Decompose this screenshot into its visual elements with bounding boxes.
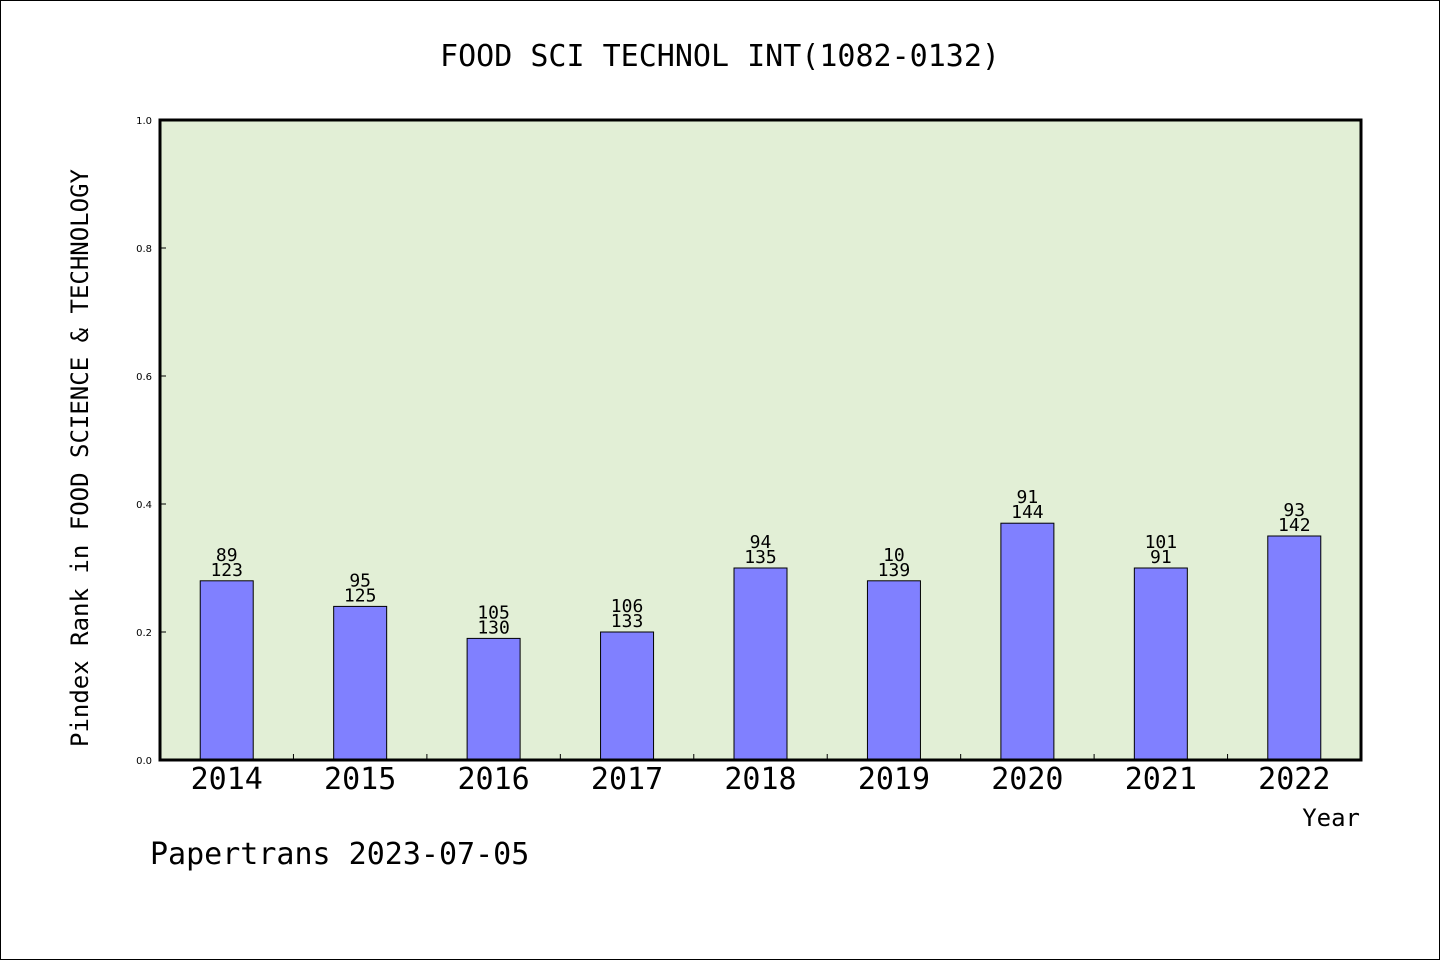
x-tick-label: 2018 (724, 762, 796, 797)
bar-2019 (866, 580, 921, 761)
data-label-top: 94 (750, 532, 772, 553)
y-tick-label: 0.2 (136, 628, 152, 639)
y-tick-label: 0.0 (136, 756, 152, 767)
plot-border (158, 118, 1363, 762)
bar-2022 (1267, 535, 1322, 761)
data-label-bottom: 135 (744, 547, 777, 568)
bar-2017 (600, 631, 655, 761)
bar-2014 (199, 580, 254, 761)
y-axis-label: Pindex Rank in FOOD SCIENCE & TECHNOLOGY (66, 168, 94, 747)
x-tick-label: 2020 (991, 762, 1063, 797)
x-tick-label: 2021 (1125, 762, 1197, 797)
data-label-bottom: 125 (344, 585, 377, 606)
data-label-bottom: 123 (210, 560, 243, 581)
x-tick-label: 2016 (457, 762, 529, 797)
y-tick-label: 0.6 (136, 372, 152, 383)
data-label-bottom: 130 (477, 617, 510, 638)
bar-2015 (333, 605, 388, 761)
data-label-bottom: 91 (1150, 547, 1172, 568)
x-axis-label: Year (1302, 804, 1360, 832)
data-label-top: 89 (216, 545, 238, 566)
data-label-bottom: 133 (611, 611, 644, 632)
data-label-top: 95 (349, 570, 371, 591)
y-tick-label: 1.0 (136, 116, 152, 127)
data-label-top: 106 (611, 596, 644, 617)
y-tick-label: 0.8 (136, 244, 152, 255)
data-label-bottom: 142 (1278, 515, 1311, 536)
footer-credit: Papertrans 2023-07-05 (150, 837, 529, 872)
bar-2018 (733, 567, 788, 761)
data-label-top: 91 (1017, 487, 1039, 508)
data-label-top: 101 (1145, 532, 1178, 553)
bar-2016 (466, 637, 521, 761)
x-tick-label: 2014 (191, 762, 263, 797)
data-label-top: 93 (1283, 500, 1305, 521)
data-label-top: 105 (477, 602, 510, 623)
x-tick-label: 2019 (858, 762, 930, 797)
bar-2020 (1000, 522, 1055, 761)
data-label-bottom: 139 (878, 560, 911, 581)
x-tick-label: 2017 (591, 762, 663, 797)
x-tick-label: 2022 (1258, 762, 1330, 797)
data-label-bottom: 144 (1011, 502, 1044, 523)
x-tick-label: 2015 (324, 762, 396, 797)
data-label-top: 10 (883, 545, 905, 566)
ticks-group: 0.0 0.2 0.4 0.6 0.8 1.0 2014 2015 2016 2017 2018 20… (136, 116, 1330, 797)
y-tick-label: 0.4 (136, 500, 152, 511)
chart-title: FOOD SCI TECHNOL INT(1082-0132) (440, 39, 1000, 74)
bar-2021 (1133, 567, 1188, 761)
